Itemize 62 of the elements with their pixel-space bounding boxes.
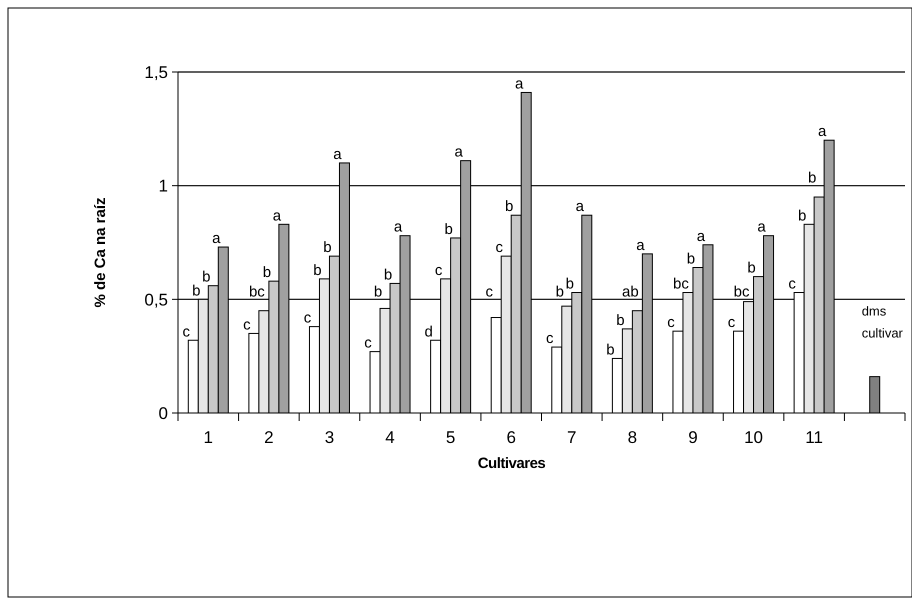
data-label: a (696, 228, 706, 245)
x-tick-label: 4 (385, 428, 395, 447)
data-label: b (616, 312, 625, 329)
data-label: c (434, 262, 443, 279)
x-tick-label: 11 (805, 428, 823, 447)
y-tick-label: 1,5 (144, 62, 168, 82)
x-tick-label: 2 (264, 428, 274, 447)
data-label: c (546, 330, 554, 348)
data-label: b (192, 282, 200, 300)
data-label: a (818, 123, 827, 140)
data-label: b (566, 276, 574, 293)
data-label: b (384, 266, 392, 284)
data-label: b (606, 341, 615, 358)
data-label: b (374, 283, 382, 300)
data-label: c (182, 323, 191, 340)
y-tick-label: 0,5 (144, 290, 168, 310)
data-label: c (667, 314, 676, 332)
data-label: a (333, 146, 342, 163)
data-label: b (505, 198, 514, 216)
data-label: c (485, 283, 494, 300)
data-label: c (243, 316, 252, 334)
data-label: a (212, 230, 222, 248)
x-tick-label: 6 (506, 428, 516, 447)
data-label: bc (734, 283, 750, 300)
x-tick-label: 3 (324, 428, 334, 447)
data-label: b (686, 250, 696, 268)
data-label: b (202, 268, 210, 286)
data-label: b (798, 207, 806, 224)
data-label: b (444, 220, 453, 238)
data-label: b (323, 239, 332, 256)
data-label: b (313, 262, 322, 279)
data-label: c (495, 239, 504, 256)
data-label: c (364, 334, 372, 352)
x-tick-label: 5 (446, 428, 456, 447)
data-label: bc (673, 276, 690, 293)
x-tick-label: 8 (628, 428, 638, 447)
data-label: b (262, 264, 272, 282)
data-label: c (304, 310, 312, 327)
data-label: a (636, 236, 646, 254)
x-tick-label: 10 (744, 428, 764, 447)
data-label: b (808, 170, 816, 187)
y-tick-label: 0 (158, 404, 168, 423)
data-label: a (515, 75, 524, 92)
data-label: a (757, 218, 766, 236)
data-label: a (454, 144, 464, 161)
data-label: a (576, 198, 585, 216)
text: dms cultivar (862, 303, 904, 340)
x-tick-label: 7 (567, 428, 577, 447)
data-label: bc (248, 283, 266, 300)
x-axis-title: Cultivares (478, 455, 546, 472)
x-tick-label: 1 (204, 428, 214, 447)
data-label: b (556, 283, 564, 300)
data-label: a (394, 218, 403, 236)
data-label: c (788, 276, 796, 293)
data-label: a (272, 207, 282, 224)
data-label: ab (622, 283, 639, 300)
x-tick-label: 9 (688, 428, 698, 447)
data-label: b (747, 260, 756, 277)
data-label: c (728, 314, 736, 332)
data-label: d (424, 323, 433, 340)
y-axis-title: % de Ca na raíz (92, 197, 109, 308)
y-tick-label: 1 (158, 176, 168, 196)
